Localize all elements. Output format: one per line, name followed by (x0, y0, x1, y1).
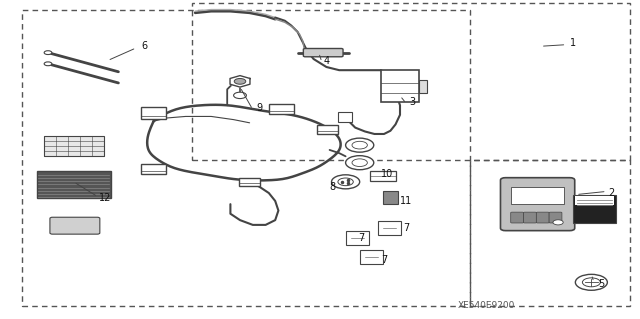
FancyBboxPatch shape (141, 164, 166, 174)
Circle shape (44, 51, 52, 55)
Circle shape (582, 278, 600, 287)
FancyBboxPatch shape (524, 212, 536, 223)
Text: 10: 10 (381, 169, 394, 179)
FancyBboxPatch shape (338, 112, 352, 122)
Polygon shape (230, 76, 250, 87)
Circle shape (338, 178, 353, 186)
FancyBboxPatch shape (573, 195, 616, 223)
Text: 8: 8 (330, 182, 336, 192)
FancyBboxPatch shape (303, 48, 343, 57)
FancyBboxPatch shape (239, 178, 260, 186)
FancyBboxPatch shape (269, 104, 294, 114)
Circle shape (352, 141, 367, 149)
FancyBboxPatch shape (370, 171, 396, 181)
Text: 11: 11 (400, 196, 413, 206)
Text: 6: 6 (141, 41, 147, 51)
Text: 12: 12 (99, 193, 112, 203)
FancyBboxPatch shape (549, 212, 562, 223)
FancyBboxPatch shape (360, 250, 383, 264)
FancyBboxPatch shape (381, 70, 419, 102)
FancyBboxPatch shape (575, 196, 614, 205)
Bar (192, 3, 630, 160)
FancyBboxPatch shape (37, 171, 111, 198)
Circle shape (44, 62, 52, 66)
Text: 3: 3 (410, 97, 416, 107)
Text: 5: 5 (598, 279, 605, 289)
Text: 7: 7 (381, 255, 387, 265)
Text: 7: 7 (403, 223, 410, 233)
FancyBboxPatch shape (419, 80, 427, 93)
FancyBboxPatch shape (141, 107, 166, 119)
Text: 1: 1 (570, 38, 576, 48)
Text: 4: 4 (323, 56, 330, 66)
Circle shape (346, 138, 374, 152)
Text: 2: 2 (608, 188, 614, 198)
FancyBboxPatch shape (536, 212, 549, 223)
Text: 9: 9 (256, 103, 262, 114)
Circle shape (234, 92, 246, 99)
Circle shape (553, 220, 563, 225)
FancyBboxPatch shape (317, 125, 338, 134)
Circle shape (575, 274, 607, 290)
FancyBboxPatch shape (511, 187, 564, 204)
FancyBboxPatch shape (346, 231, 369, 245)
Circle shape (332, 175, 360, 189)
Text: 7: 7 (358, 233, 365, 243)
FancyBboxPatch shape (44, 136, 104, 156)
Bar (470, 160, 630, 306)
Circle shape (346, 156, 374, 170)
FancyBboxPatch shape (50, 217, 100, 234)
FancyBboxPatch shape (500, 178, 575, 231)
FancyBboxPatch shape (511, 212, 524, 223)
Circle shape (234, 78, 246, 84)
FancyBboxPatch shape (383, 191, 398, 204)
FancyBboxPatch shape (378, 221, 401, 235)
Text: XE540E9200: XE540E9200 (458, 301, 515, 310)
Circle shape (352, 159, 367, 167)
Bar (22, 10, 470, 306)
